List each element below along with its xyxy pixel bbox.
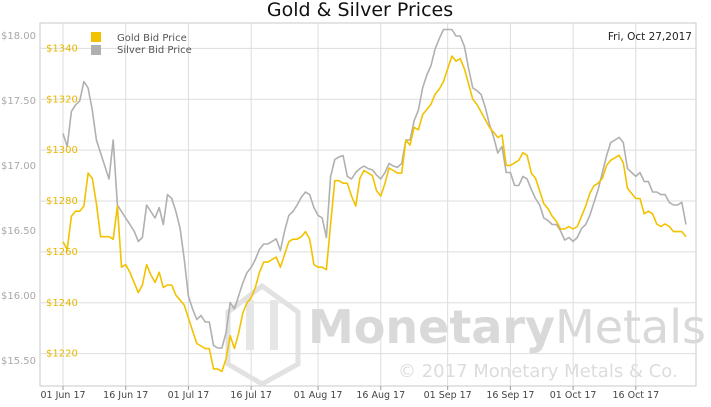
y-tick-label-gold: $1220 xyxy=(46,349,78,360)
y-axis-left-ticks: $1220 $1240 $1260 $1280 $1300 $1320 $1340 xyxy=(46,43,78,359)
x-tick-label: 01 Sep 17 xyxy=(424,390,472,401)
y-axis-silver-ticks: $15.50 $16.00 $16.50 $17.00 $17.50 $18.00 xyxy=(1,31,36,367)
y-tick-label-silver: $15.50 xyxy=(1,356,36,367)
series-lines xyxy=(62,28,687,373)
watermark-brand-bold: Monetary xyxy=(308,300,555,354)
y-tick-label-gold: $1280 xyxy=(46,196,78,207)
watermark-brand-light: Metals xyxy=(555,300,706,354)
y-tick-label-gold: $1260 xyxy=(46,247,78,258)
y-tick-label-silver: $17.50 xyxy=(1,96,36,107)
y-tick-label-silver: $16.50 xyxy=(1,226,36,237)
legend-gold-label: Gold Bid Price xyxy=(117,33,187,44)
x-tick-label: 16 Jul 17 xyxy=(230,390,272,401)
y-tick-label-gold: $1320 xyxy=(46,94,78,105)
silver-price-line xyxy=(62,28,687,349)
x-tick-label: 01 Oct 17 xyxy=(550,390,597,401)
x-tick-label: 16 Oct 17 xyxy=(612,390,659,401)
chart-title: Gold & Silver Prices xyxy=(267,0,453,21)
y-tick-label-gold: $1340 xyxy=(46,43,78,54)
y-tick-label-silver: $18.00 xyxy=(1,31,36,42)
legend-gold-swatch xyxy=(91,32,101,42)
watermark-logo-icon xyxy=(225,282,301,387)
y-tick-label-gold: $1300 xyxy=(46,145,78,156)
legend: Gold Bid Price Silver Bid Price xyxy=(91,32,192,56)
legend-silver-swatch xyxy=(91,45,101,55)
y-tick-label-gold: $1240 xyxy=(46,298,78,309)
x-tick-label: 16 Jun 17 xyxy=(103,390,148,401)
x-axis-ticks: 01 Jun 17 16 Jun 17 01 Jul 17 16 Jul 17 01 A… xyxy=(40,386,659,401)
x-tick-label: 16 Aug 17 xyxy=(356,390,405,401)
x-tick-label: 01 Aug 17 xyxy=(294,390,343,401)
y-tick-label-silver: $17.00 xyxy=(1,161,36,172)
x-tick-label: 16 Sep 17 xyxy=(486,390,534,401)
x-tick-label: 01 Jul 17 xyxy=(168,390,210,401)
watermark-copyright: © 2017 Monetary Metals & Co. xyxy=(398,361,678,382)
legend-silver-label: Silver Bid Price xyxy=(117,45,192,56)
gold-price-line xyxy=(62,55,687,373)
watermark: MonetaryMetals © 2017 Monetary Metals & … xyxy=(225,282,706,387)
watermark-brand: MonetaryMetals xyxy=(308,300,706,354)
x-tick-label: 01 Jun 17 xyxy=(40,390,85,401)
date-label: Fri, Oct 27,2017 xyxy=(608,31,692,43)
y-tick-label-silver: $16.00 xyxy=(1,291,36,302)
